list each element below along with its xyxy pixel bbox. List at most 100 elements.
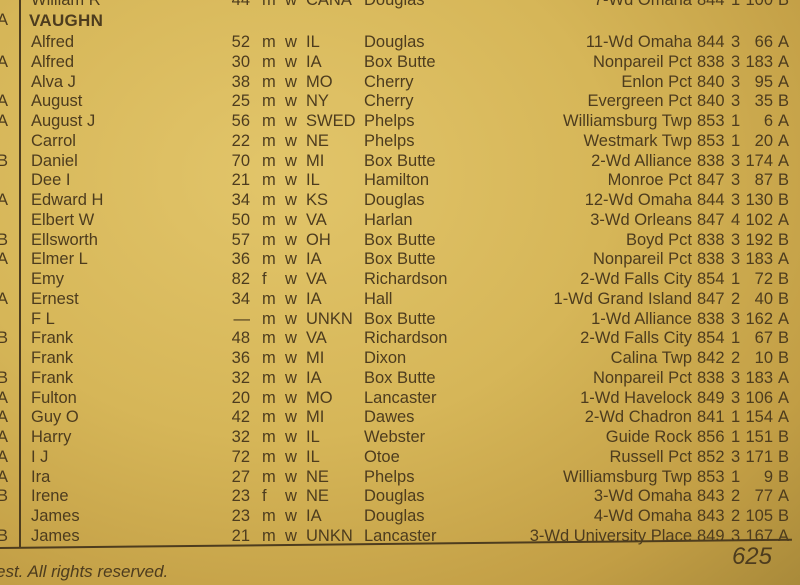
page-ref: 87 (754, 171, 773, 190)
county: Webster (364, 428, 426, 447)
location: Monroe Pct (607, 171, 692, 190)
given-name: Guy O (31, 408, 79, 427)
part-number: 3 (731, 230, 741, 249)
given-name: Frank (31, 329, 74, 348)
county: Richardson (364, 270, 448, 289)
birthplace: CANA (306, 0, 352, 9)
page-side: B (778, 428, 790, 447)
list-item: B Ellsworth 57 m w OH Box Butte Boyd Pct 838 3 192… (0, 231, 800, 250)
location: Westmark Twp (583, 131, 693, 150)
row-marker: B (0, 230, 9, 249)
given-name: James (31, 527, 80, 545)
birthplace: MO (306, 72, 333, 91)
part-number: 3 (731, 52, 741, 71)
age: 32 (231, 368, 250, 387)
page-side: B (778, 270, 790, 289)
age: 34 (231, 289, 250, 308)
county: Dixon (364, 349, 407, 368)
roll-number: 844 (697, 191, 725, 210)
list-item: B Frank 32 m w IA Box Butte Nonpareil Pct 838 3 18… (0, 369, 800, 388)
county: Hamilton (364, 171, 430, 190)
sex: m (262, 368, 276, 387)
location: 1-Wd Havelock (580, 388, 692, 407)
birthplace: IL (306, 33, 320, 51)
sex: m (262, 507, 276, 526)
row-marker: A (0, 52, 9, 71)
roll-number: 838 (697, 368, 725, 387)
race: w (285, 171, 297, 190)
page-ref: 77 (754, 487, 773, 506)
county: Otoe (364, 447, 400, 466)
birthplace: IA (306, 289, 322, 308)
part-number: 3 (731, 250, 741, 269)
roll-number: 841 (697, 408, 725, 427)
roll-number: 840 (697, 72, 725, 91)
county: Cherry (364, 72, 414, 91)
page-ref: 167 (745, 527, 773, 545)
location: Russell Pct (609, 447, 692, 466)
page-side: A (778, 487, 790, 506)
race: w (285, 329, 297, 348)
page-ref: 35 (754, 92, 773, 111)
page-side: B (778, 171, 790, 190)
given-name: Frank (31, 368, 74, 387)
birthplace: UNKN (306, 527, 353, 545)
part-number: 1 (731, 112, 741, 131)
county: Richardson (364, 329, 448, 348)
birthplace: IL (306, 171, 320, 190)
age: 23 (231, 507, 250, 526)
given-name: Elbert W (31, 210, 95, 229)
race: w (285, 112, 297, 131)
roll-number: 838 (697, 250, 725, 269)
part-number: 1 (731, 0, 741, 9)
location: Guide Rock (605, 428, 692, 447)
birthplace: NE (306, 467, 329, 486)
page-ref: 102 (745, 210, 773, 229)
sex: m (262, 151, 276, 170)
page-ref: 151 (745, 428, 773, 447)
birthplace: IL (306, 447, 320, 466)
page-side: B (778, 289, 790, 308)
row-marker: B (0, 368, 9, 387)
sex: m (262, 527, 276, 545)
given-name: F L (31, 309, 55, 328)
page-ref: 183 (745, 250, 773, 269)
list-item: Alva J 38 m w MO Cherry Enlon Pct 840 3 95 A (0, 73, 800, 92)
race: w (285, 230, 297, 249)
county: Hall (364, 289, 393, 308)
location: Nonpareil Pct (592, 52, 692, 71)
roll-number: 856 (697, 428, 725, 447)
race: w (285, 487, 297, 506)
sex: m (262, 131, 276, 150)
page-side: B (778, 507, 790, 526)
list-item: A Guy O 42 m w MI Dawes 2-Wd Chadron 841 1 154 A (0, 408, 800, 427)
surname-heading: VAUGHN (29, 11, 104, 30)
location: 3-Wd Orleans (590, 210, 692, 229)
roll-number: 838 (697, 52, 725, 71)
location: 2-Wd Chadron (584, 408, 692, 427)
part-number: 3 (731, 309, 741, 328)
sex: m (262, 210, 276, 229)
page-ref: 66 (754, 33, 773, 51)
sex: m (262, 191, 276, 210)
given-name: Edward H (31, 191, 104, 210)
county: Douglas (364, 507, 425, 526)
roll-number: 852 (697, 447, 725, 466)
race: w (285, 309, 297, 328)
sex: m (262, 388, 276, 407)
part-number: 2 (731, 349, 741, 368)
list-item: A August J 56 m w SWED Phelps Williamsburg Twp 8… (0, 112, 800, 131)
given-name: Irene (31, 487, 69, 506)
given-name: Alva J (31, 72, 76, 91)
race: w (285, 92, 297, 111)
roll-number: 854 (697, 270, 725, 289)
race: w (285, 250, 297, 269)
given-name: Alfred (31, 52, 75, 71)
given-name: James (31, 507, 80, 526)
page-ref: 192 (745, 230, 773, 249)
page-side: B (778, 467, 790, 486)
row-marker: A (0, 250, 9, 269)
page-ref: 10 (754, 349, 773, 368)
birthplace: VA (306, 210, 327, 229)
part-number: 3 (731, 368, 741, 387)
